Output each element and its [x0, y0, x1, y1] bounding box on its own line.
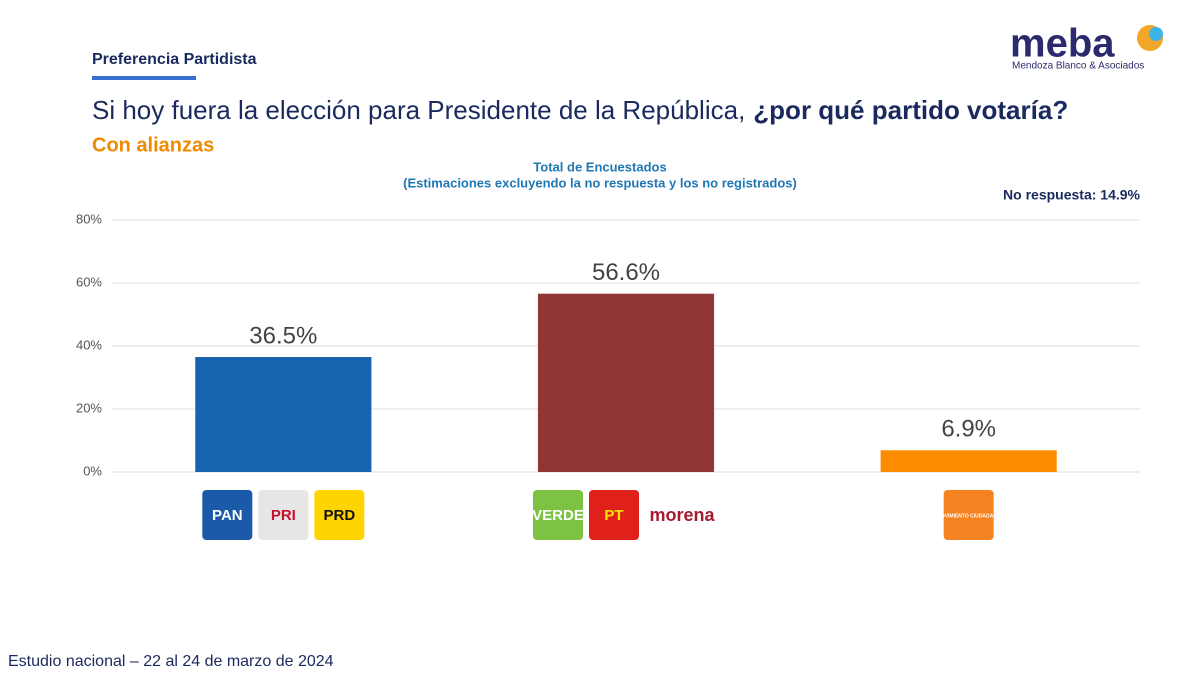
question-text: Si hoy fuera la elección para Presidente… — [92, 95, 745, 125]
value-label: 56.6% — [592, 259, 660, 286]
party-logo — [258, 490, 309, 540]
y-tick-label: 20% — [76, 400, 102, 415]
party-logo — [533, 490, 583, 540]
annotation: No respuesta: 14.9% — [1003, 187, 1140, 203]
subtitle: Con alianzas — [92, 134, 214, 156]
footer: Estudio nacional – 22 al 24 de marzo de … — [8, 653, 334, 670]
party-logo — [589, 490, 639, 540]
bar — [195, 357, 372, 472]
y-tick-label: 40% — [76, 337, 102, 352]
bar — [537, 293, 715, 472]
question: Si hoy fuera la elección para Presidente… — [92, 95, 1068, 125]
value-label: 6.9% — [941, 416, 996, 443]
party-logo — [943, 490, 994, 540]
party-logo-label: MOVIMIENTO CIUDADANO — [937, 513, 1001, 519]
chart-title: Total de Encuestados — [533, 159, 666, 174]
brand-icon — [1149, 27, 1163, 41]
party-logo — [202, 490, 253, 540]
brand-name: meba — [1010, 22, 1115, 66]
party-logo-label: VERDE — [532, 507, 584, 524]
y-tick-label: 0% — [83, 463, 102, 478]
question-emphasis: ¿por qué partido votaría? — [753, 95, 1068, 125]
party-logo-label: morena — [649, 505, 715, 525]
y-tick-label: 80% — [76, 211, 102, 226]
bar — [880, 450, 1057, 472]
y-tick-label: 60% — [76, 274, 102, 289]
party-logo-label: PAN — [212, 507, 243, 524]
party-logo-label: PT — [604, 507, 623, 524]
party-logo — [314, 490, 365, 540]
chart-subtitle: (Estimaciones excluyendo la no respuesta… — [403, 175, 797, 190]
party-logo-label: PRD — [323, 507, 355, 524]
brand-tagline: Mendoza Blanco & Asociados — [1012, 61, 1144, 72]
section-underline — [92, 76, 196, 80]
value-label: 36.5% — [249, 322, 317, 349]
section-title: Preferencia Partidista — [92, 51, 257, 68]
party-logo-label: PRI — [271, 507, 296, 524]
